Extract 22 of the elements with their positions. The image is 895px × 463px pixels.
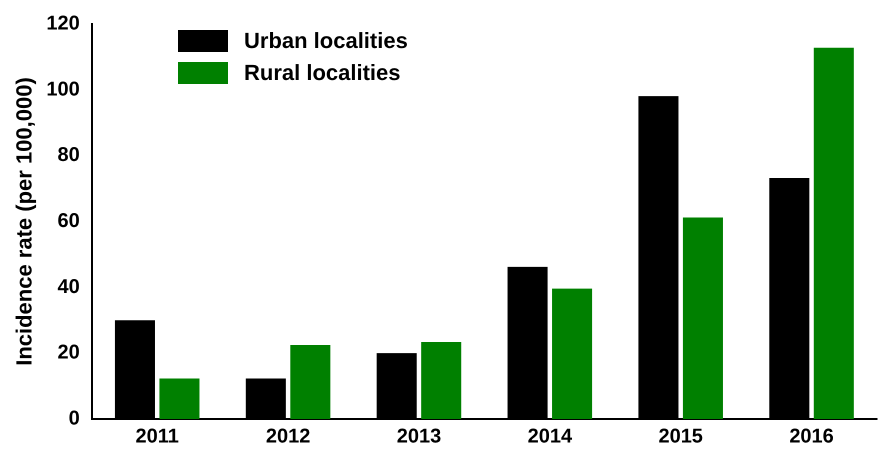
bar <box>159 378 200 419</box>
y-tick-label: 60 <box>58 210 80 232</box>
y-axis-title: Incidence rate (per 100,000) <box>11 77 36 366</box>
x-tick-label: 2013 <box>396 426 442 448</box>
bar <box>421 342 462 419</box>
x-tick-label: 2015 <box>658 426 703 448</box>
bar <box>682 218 723 419</box>
x-tick-label: 2014 <box>528 426 573 448</box>
bar <box>552 288 592 419</box>
x-tick-label: 2012 <box>266 426 310 448</box>
y-tick-label: 40 <box>58 276 80 298</box>
x-tick-label: 2011 <box>136 426 179 448</box>
y-tick-label: 80 <box>58 144 80 166</box>
y-tick-label: 20 <box>58 342 80 364</box>
bar <box>814 48 854 419</box>
legend-label: Urban localities <box>244 28 408 54</box>
y-tick-label: 100 <box>46 78 80 100</box>
legend-label: Rural localities <box>244 60 401 86</box>
y-tick-label: 120 <box>46 12 80 35</box>
x-tick-label: 2016 <box>789 426 834 448</box>
bar <box>290 344 330 419</box>
y-tick-label: 0 <box>68 408 80 430</box>
